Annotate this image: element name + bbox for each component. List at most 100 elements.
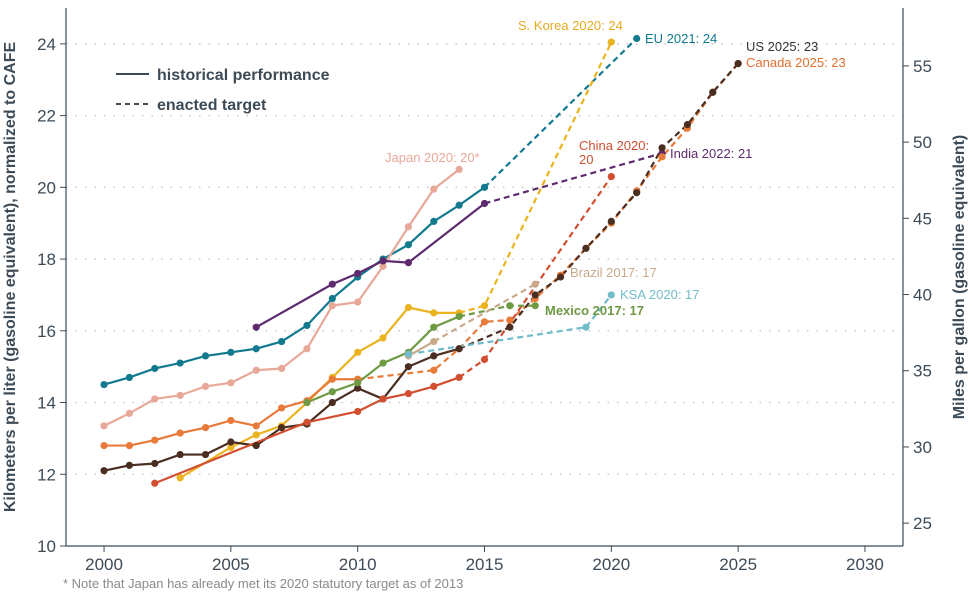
- annotation-us: US 2025: 23: [746, 39, 818, 54]
- data-point-china: [480, 355, 489, 364]
- data-point-us: [328, 398, 336, 407]
- data-point-india: [328, 280, 336, 288]
- annotations: S. Korea 2020: 24 EU 2021: 24 US 2025: 2…: [385, 18, 846, 318]
- y2-axis-title: Miles per gallon (gasoline equivalent): [951, 135, 968, 420]
- data-point-us: [506, 323, 514, 331]
- data-point-japan: [455, 165, 463, 173]
- data-point-japan: [201, 382, 210, 390]
- data-point-japan: [176, 391, 184, 399]
- target-line-eu: [483, 37, 638, 189]
- x-tick-label: 2025: [719, 555, 757, 574]
- footnote: * Note that Japan has already met its 20…: [63, 576, 463, 591]
- data-point-us: [455, 345, 463, 353]
- annotation-eu: EU 2021: 24: [645, 31, 717, 46]
- data-point-us: [404, 363, 413, 371]
- data-point-canada: [176, 429, 184, 437]
- data-point-eu: [404, 241, 413, 249]
- data-point-canada: [151, 436, 159, 444]
- y-tick-label: 20: [37, 178, 56, 197]
- y2-tick-label: 50: [913, 133, 932, 152]
- data-point-us: [125, 461, 134, 469]
- data-point-china: [430, 382, 438, 390]
- data-point-eu: [125, 373, 134, 382]
- data-point-mexico: [506, 302, 514, 310]
- data-point-s-korea: [252, 431, 260, 439]
- data-point-canada: [480, 318, 489, 326]
- data-point-india: [354, 269, 362, 278]
- data-point-canada: [328, 375, 336, 383]
- x-ticks: 2000 2005 2010 2015 2020 2025 2030: [85, 546, 884, 574]
- data-point-india: [379, 257, 387, 265]
- target-line-s-korea: [458, 41, 613, 314]
- data-point-eu: [277, 337, 286, 346]
- data-point-japan: [354, 298, 362, 306]
- y2-tick-label: 30: [913, 438, 932, 457]
- annotation-mexico: Mexico 2017: 17: [545, 303, 644, 318]
- data-point-china: [303, 418, 311, 426]
- data-point-us: [277, 424, 286, 432]
- data-point-japan: [252, 366, 260, 374]
- data-point-japan: [227, 379, 235, 387]
- historical-line-brazil: [407, 340, 435, 357]
- data-point-us: [582, 244, 590, 252]
- data-point-s-korea: [480, 302, 489, 310]
- data-point-us: [709, 88, 717, 96]
- data-point-us: [531, 291, 539, 299]
- data-point-china: [607, 172, 615, 181]
- data-point-mexico: [430, 323, 438, 331]
- data-point-canada: [506, 316, 514, 324]
- data-point-us: [201, 450, 210, 459]
- data-point-mexico: [379, 359, 387, 367]
- data-point-us: [633, 189, 641, 197]
- y2-tick-label: 35: [913, 362, 932, 381]
- data-point-eu: [227, 348, 235, 356]
- annotation-canada: Canada 2025: 23: [746, 55, 846, 70]
- data-point-eu: [100, 381, 108, 389]
- data-point-eu: [303, 321, 311, 330]
- data-point-mexico: [455, 312, 463, 321]
- annotation-japan: Japan 2020: 20*: [385, 150, 480, 165]
- data-point-mexico: [354, 379, 362, 387]
- y-tick-label: 24: [37, 35, 56, 54]
- target-line-india: [484, 152, 663, 205]
- data-point-us: [176, 450, 184, 459]
- data-point-eu: [151, 364, 159, 373]
- y2-tick-label: 45: [913, 209, 932, 228]
- data-point-us: [430, 352, 438, 360]
- data-point-japan: [404, 223, 413, 231]
- data-point-canada: [100, 441, 108, 450]
- data-point-us: [252, 441, 260, 450]
- data-point-eu: [633, 34, 641, 43]
- data-point-eu: [201, 352, 210, 360]
- data-point-canada: [201, 424, 210, 432]
- annotation-china-line1: China 2020:: [579, 138, 649, 153]
- historical-line-india: [255, 202, 486, 329]
- y2-ticks: 25 30 35 40 45 50 55: [903, 57, 932, 533]
- data-point-india: [252, 323, 260, 331]
- data-point-eu: [328, 294, 336, 303]
- y-axis-title: Kilometers per liter (gasoline equivalen…: [2, 42, 19, 513]
- data-point-ksa: [607, 291, 615, 299]
- data-point-eu: [480, 183, 489, 191]
- data-point-s-korea: [607, 38, 615, 46]
- data-point-ksa: [582, 323, 590, 331]
- data-point-brazil: [430, 337, 438, 346]
- legend: historical performance enacted target: [116, 67, 330, 114]
- historical-line-s-korea: [179, 306, 460, 479]
- y-tick-label: 18: [37, 250, 56, 269]
- data-point-mexico: [328, 388, 336, 396]
- data-point-s-korea: [227, 443, 235, 451]
- data-point-india: [480, 199, 489, 208]
- y2-tick-label: 55: [913, 57, 932, 76]
- data-point-us: [227, 438, 235, 446]
- annotation-india: India 2022: 21: [670, 146, 752, 161]
- series-layer: [100, 34, 742, 487]
- axes: [65, 8, 904, 547]
- y-ticks: 10 12 14 16 18 20 22 24: [37, 35, 66, 556]
- x-tick-label: 2015: [466, 555, 504, 574]
- x-tick-label: 2010: [339, 555, 377, 574]
- data-point-japan: [379, 262, 387, 270]
- data-point-japan: [328, 302, 336, 310]
- data-point-brazil: [531, 280, 539, 288]
